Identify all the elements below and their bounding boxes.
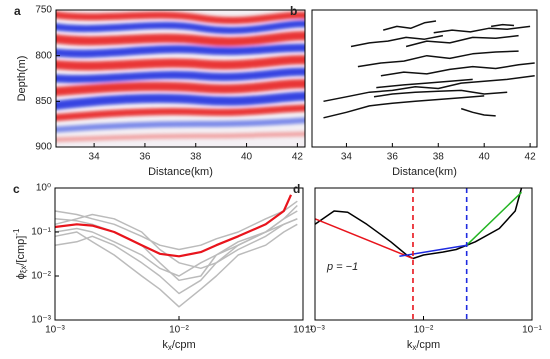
data-line bbox=[54, 194, 293, 258]
data-line bbox=[314, 187, 523, 260]
panel-label: b bbox=[290, 4, 297, 18]
label-main: ϕ bbox=[15, 273, 27, 279]
label-superscript: -1 bbox=[12, 228, 21, 236]
label-text: /cpm bbox=[416, 339, 440, 351]
plot-frame bbox=[311, 9, 538, 148]
x-tick-label: 10⁻² bbox=[414, 325, 434, 336]
data-line bbox=[350, 34, 444, 48]
data-line bbox=[405, 34, 519, 48]
label-main: k bbox=[162, 339, 168, 351]
y-tick-label: 800 bbox=[35, 50, 52, 61]
data-line bbox=[54, 223, 298, 308]
data-line bbox=[54, 218, 298, 295]
data-line bbox=[357, 50, 519, 68]
x-tick-label: 34 bbox=[89, 152, 101, 163]
y-tick-label: 750 bbox=[35, 5, 52, 16]
axis-label: Depth(m) bbox=[16, 56, 28, 102]
label-text: /cpm bbox=[172, 339, 196, 351]
x-tick-label: 36 bbox=[387, 152, 399, 163]
y-tick-label: 10⁻¹ bbox=[31, 227, 51, 238]
data-line bbox=[490, 23, 515, 28]
data-line bbox=[54, 204, 298, 270]
axis-label: kx/cpm bbox=[162, 339, 195, 352]
data-line bbox=[323, 75, 535, 103]
data-line bbox=[383, 20, 437, 31]
axis-label: Distance(km) bbox=[148, 166, 213, 178]
plot-frame bbox=[54, 187, 304, 321]
y-tick-label: 900 bbox=[35, 142, 52, 153]
y-tick-label: 10⁰ bbox=[36, 183, 51, 194]
data-line bbox=[433, 25, 531, 34]
panel-label: d bbox=[293, 182, 300, 196]
data-line bbox=[314, 218, 414, 260]
x-tick-label: 36 bbox=[139, 152, 151, 163]
x-tick-label: 38 bbox=[190, 152, 202, 163]
label-text: /[cmp] bbox=[15, 236, 27, 266]
plot-frame bbox=[55, 9, 306, 148]
heatmap-image bbox=[56, 10, 305, 147]
data-line bbox=[373, 89, 508, 98]
y-tick-label: 10⁻² bbox=[31, 271, 51, 282]
panel-label: a bbox=[14, 4, 21, 18]
data-line bbox=[399, 244, 467, 258]
plot-frame bbox=[314, 187, 533, 321]
x-tick-label: 38 bbox=[433, 152, 445, 163]
label-subscript: x bbox=[168, 343, 172, 352]
label-subscript: ξx bbox=[19, 266, 28, 274]
axis-label: Distance(km) bbox=[392, 166, 457, 178]
axis-label: ϕξx/[cmp]-1 bbox=[12, 228, 28, 279]
axis-label: kx/cpm bbox=[407, 339, 440, 352]
x-tick-label: 34 bbox=[341, 152, 353, 163]
label-main: k bbox=[407, 339, 413, 351]
x-tick-label: 40 bbox=[241, 152, 253, 163]
x-tick-label: 42 bbox=[292, 152, 304, 163]
label-subscript: x bbox=[412, 343, 416, 352]
x-tick-label: 42 bbox=[525, 152, 537, 163]
data-line bbox=[323, 95, 485, 119]
y-tick-label: 850 bbox=[35, 96, 52, 107]
annotation: p = −1 bbox=[326, 261, 358, 273]
panel-label: c bbox=[13, 182, 20, 196]
x-tick-label: 10⁻¹ bbox=[522, 325, 542, 336]
data-line bbox=[466, 191, 523, 246]
x-tick-label: 10⁻³ bbox=[45, 325, 65, 336]
y-tick-label: 10⁻³ bbox=[31, 315, 51, 326]
x-tick-label: 40 bbox=[479, 152, 491, 163]
data-line bbox=[54, 200, 298, 251]
data-line bbox=[376, 78, 473, 89]
x-tick-label: 10⁻³ bbox=[305, 325, 325, 336]
data-line bbox=[380, 62, 535, 77]
data-line bbox=[460, 107, 496, 117]
x-tick-label: 10⁻¹ bbox=[293, 325, 313, 336]
x-tick-label: 10⁻² bbox=[169, 325, 189, 336]
